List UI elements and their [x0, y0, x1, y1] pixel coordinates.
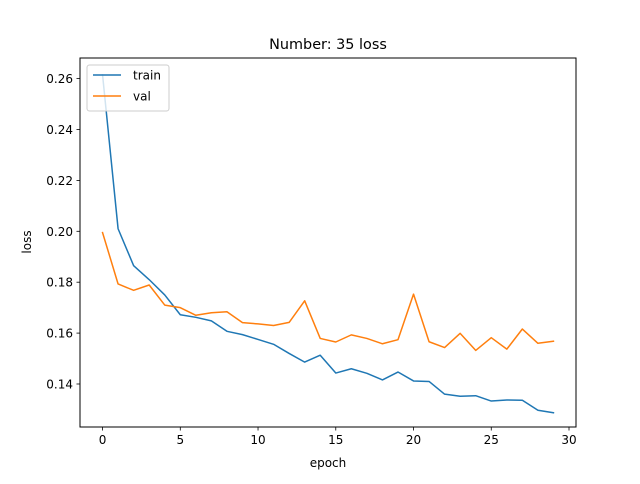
y-tick-label: 0.26: [46, 72, 73, 86]
y-tick-label: 0.18: [46, 276, 73, 290]
series-line-train: [101, 73, 555, 414]
legend: train val: [86, 64, 170, 112]
plot-frame: [79, 57, 577, 428]
legend-box: [86, 64, 170, 112]
x-tick-label: 0: [99, 433, 107, 447]
x-tick-label: 20: [406, 433, 421, 447]
y-tick-label: 0.16: [46, 327, 73, 341]
x-tick-label: 10: [250, 433, 265, 447]
legend-label-val: val: [133, 90, 151, 104]
y-axis-label: loss: [20, 230, 34, 253]
x-tick-label: 25: [484, 433, 499, 447]
y-tick-label: 0.24: [46, 123, 73, 137]
x-tick-label: 15: [328, 433, 343, 447]
y-tick-label: 0.20: [46, 225, 73, 239]
y-axis: 0.14 0.16 0.18 0.20 0.22 0.24 0.26: [46, 72, 80, 391]
chart-title: Number: 35 loss: [269, 37, 387, 53]
x-axis: 0 5 10 15 20 25 30: [99, 427, 577, 447]
series-line-val: [101, 231, 555, 352]
y-tick-label: 0.22: [46, 174, 73, 188]
legend-label-train: train: [133, 69, 161, 83]
plot-area: [101, 73, 555, 414]
x-tick-label: 30: [561, 433, 576, 447]
x-tick-label: 5: [176, 433, 184, 447]
x-axis-label: epoch: [310, 456, 347, 470]
y-tick-label: 0.14: [46, 377, 73, 391]
